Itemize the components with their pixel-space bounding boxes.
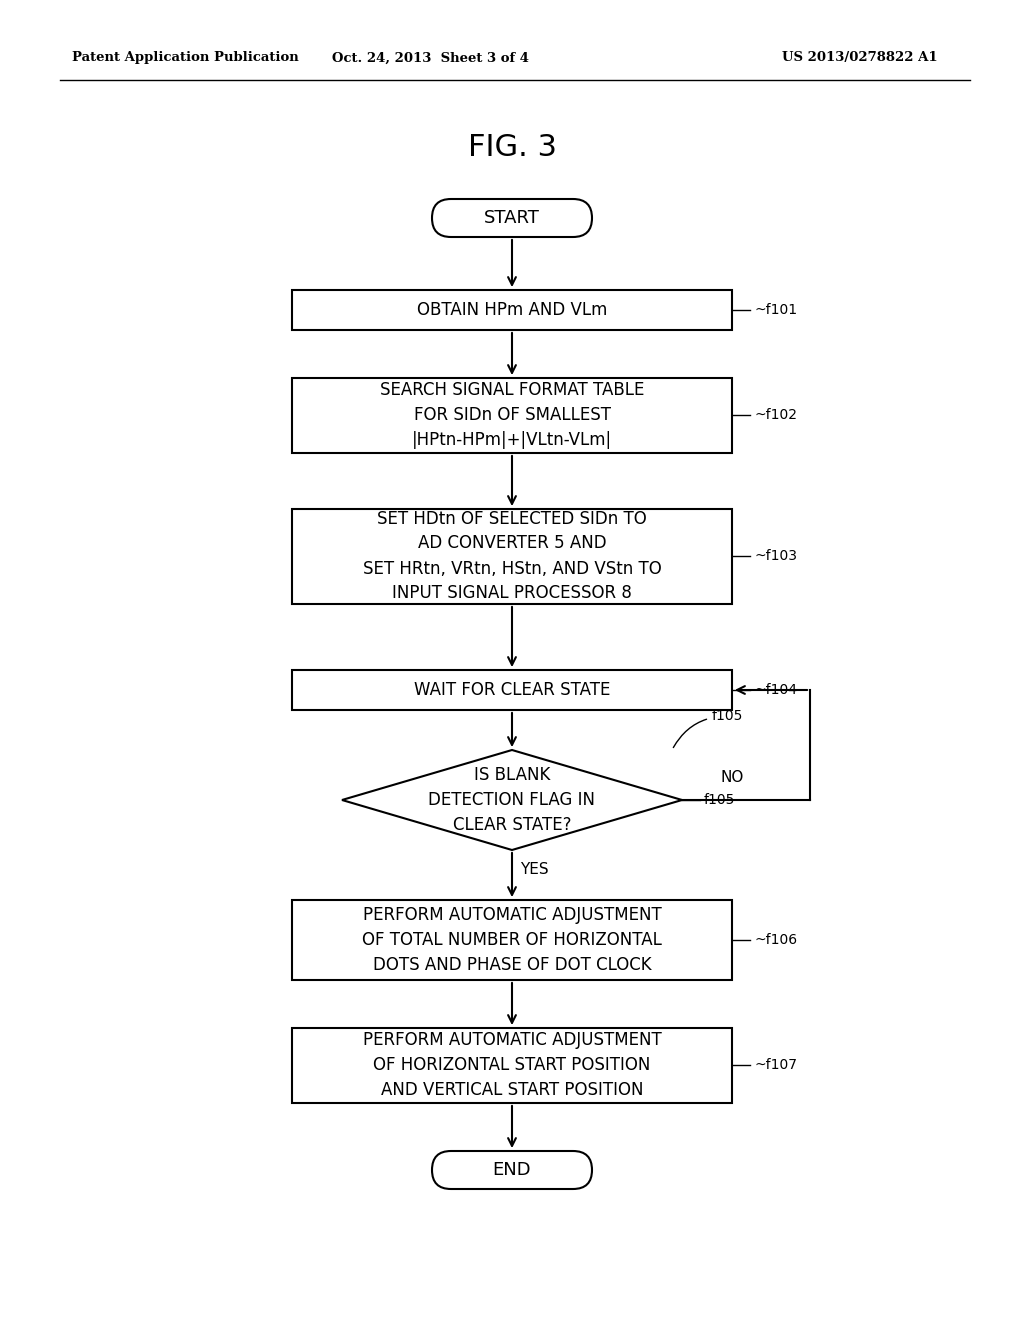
Text: IS BLANK
DETECTION FLAG IN
CLEAR STATE?: IS BLANK DETECTION FLAG IN CLEAR STATE? (428, 766, 596, 834)
Text: f105: f105 (674, 709, 743, 747)
Text: START: START (484, 209, 540, 227)
Text: ~f104: ~f104 (754, 682, 797, 697)
Text: FIG. 3: FIG. 3 (468, 133, 556, 162)
Text: SEARCH SIGNAL FORMAT TABLE
FOR SIDn OF SMALLEST
|HPtn-HPm|+|VLtn-VLm|: SEARCH SIGNAL FORMAT TABLE FOR SIDn OF S… (380, 381, 644, 449)
Polygon shape (342, 750, 682, 850)
FancyBboxPatch shape (432, 199, 592, 238)
Text: ~f107: ~f107 (754, 1059, 797, 1072)
Text: ~f101: ~f101 (754, 304, 797, 317)
Text: Patent Application Publication: Patent Application Publication (72, 51, 299, 65)
Bar (292, 671, 732, 710)
Text: Oct. 24, 2013  Sheet 3 of 4: Oct. 24, 2013 Sheet 3 of 4 (332, 51, 528, 65)
Text: f105: f105 (705, 793, 735, 807)
Text: ~f103: ~f103 (754, 549, 797, 564)
Text: END: END (493, 1162, 531, 1179)
Bar (292, 900, 732, 979)
Bar (292, 508, 732, 603)
Text: YES: YES (520, 862, 549, 878)
Bar (292, 1027, 732, 1102)
Text: US 2013/0278822 A1: US 2013/0278822 A1 (782, 51, 938, 65)
Text: ~f106: ~f106 (754, 933, 797, 946)
Text: PERFORM AUTOMATIC ADJUSTMENT
OF TOTAL NUMBER OF HORIZONTAL
DOTS AND PHASE OF DOT: PERFORM AUTOMATIC ADJUSTMENT OF TOTAL NU… (362, 906, 662, 974)
FancyBboxPatch shape (432, 1151, 592, 1189)
Text: SET HDtn OF SELECTED SIDn TO
AD CONVERTER 5 AND
SET HRtn, VRtn, HStn, AND VStn T: SET HDtn OF SELECTED SIDn TO AD CONVERTE… (362, 510, 662, 602)
Text: PERFORM AUTOMATIC ADJUSTMENT
OF HORIZONTAL START POSITION
AND VERTICAL START POS: PERFORM AUTOMATIC ADJUSTMENT OF HORIZONT… (362, 1031, 662, 1100)
Text: NO: NO (720, 771, 743, 785)
Text: ~f102: ~f102 (754, 408, 797, 422)
Text: WAIT FOR CLEAR STATE: WAIT FOR CLEAR STATE (414, 681, 610, 700)
Bar (292, 290, 732, 330)
Text: OBTAIN HPm AND VLm: OBTAIN HPm AND VLm (417, 301, 607, 319)
Bar (292, 378, 732, 453)
